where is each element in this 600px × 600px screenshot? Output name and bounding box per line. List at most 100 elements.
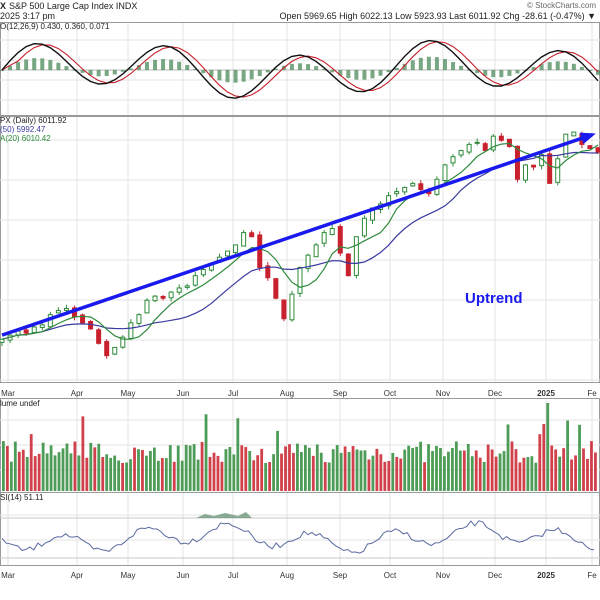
- candle-body: [329, 227, 335, 236]
- macd-histogram-bar: [306, 64, 311, 70]
- volume-bar: [252, 460, 256, 491]
- candle-body: [241, 232, 247, 247]
- volume-bar: [101, 457, 105, 491]
- x-tick-label: Nov: [436, 571, 450, 580]
- volume-bar: [133, 447, 136, 491]
- volume-bar: [470, 456, 474, 491]
- macd-histogram-bar: [104, 70, 109, 77]
- x-tick-label: May: [120, 389, 135, 398]
- volume-bar: [518, 462, 522, 491]
- volume-bar: [447, 451, 450, 491]
- volume-bar: [216, 455, 220, 491]
- volume-bar: [145, 455, 148, 491]
- macd-histogram-bar: [249, 70, 254, 80]
- volume-bar: [260, 448, 264, 491]
- volume-bar: [359, 450, 363, 491]
- volume-bar: [303, 445, 307, 491]
- volume-bar: [21, 449, 25, 491]
- candle-body: [555, 158, 561, 183]
- volume-bar: [69, 453, 73, 491]
- macd-histogram-bar: [394, 67, 399, 70]
- macd-histogram-bar: [354, 70, 359, 80]
- volume-bar: [13, 441, 17, 491]
- candle-body: [112, 346, 118, 355]
- volume-bar: [462, 450, 466, 491]
- rsi-overbought-area: [196, 512, 252, 518]
- volume-bar: [391, 452, 395, 491]
- uptrend-line: [1, 133, 593, 337]
- candle-body: [281, 299, 287, 320]
- candle-body: [523, 164, 529, 181]
- volume-bar: [176, 445, 180, 491]
- volume-bar: [141, 449, 144, 491]
- index-name: S&P 500 Large Cap Index INDX: [9, 1, 138, 11]
- candle-body: [128, 322, 134, 339]
- volume-bar: [395, 456, 399, 491]
- ma50-label: (50) 5992.47: [0, 125, 46, 134]
- volume-bar: [45, 453, 49, 491]
- candle-body: [361, 217, 367, 237]
- macd-histogram-bar: [426, 56, 431, 70]
- volume-bar: [323, 462, 327, 491]
- macd-histogram-bar: [193, 68, 198, 70]
- candle-body: [152, 295, 158, 302]
- volume-bar: [578, 424, 581, 491]
- x-tick-label: Jul: [228, 571, 238, 580]
- volume-bar: [137, 449, 140, 491]
- volume-bar: [347, 452, 351, 491]
- macd-histogram-bar: [402, 63, 407, 70]
- candle-body: [450, 156, 456, 164]
- candle-body: [192, 275, 198, 286]
- volume-bar: [423, 462, 426, 491]
- x-tick-label: Jul: [228, 389, 238, 398]
- macd-histogram-bar: [362, 70, 367, 80]
- macd-histogram-bar: [225, 70, 230, 83]
- timestamp: 2025 3:17 pm: [0, 11, 56, 21]
- candle-body: [458, 150, 464, 156]
- volume-bar: [228, 446, 232, 491]
- candle-body: [321, 232, 327, 244]
- x-tick-label: 2025: [537, 571, 555, 580]
- volume-bar: [478, 457, 482, 491]
- volume-bar: [109, 457, 113, 491]
- candle-body: [104, 341, 110, 357]
- volume-bar: [494, 456, 498, 491]
- volume-bar: [343, 446, 347, 491]
- volume-bar: [296, 443, 299, 491]
- volume-bar: [105, 454, 109, 491]
- volume-bar: [244, 447, 248, 491]
- volume-bar: [125, 462, 128, 491]
- volume-bar: [514, 449, 518, 491]
- macd-signal-line: [1, 41, 599, 98]
- candle-body: [313, 244, 319, 258]
- macd-histogram-bar: [596, 70, 600, 75]
- volume-bar: [530, 456, 534, 491]
- volume-bar: [363, 450, 367, 491]
- uptrend-arrowhead: [579, 132, 596, 144]
- macd-histogram-bar: [410, 60, 415, 70]
- volume-bar: [81, 416, 85, 491]
- volume-bar: [570, 459, 573, 491]
- macd-histogram-bar: [153, 59, 158, 70]
- candle-body: [200, 269, 206, 276]
- macd-histogram-bar: [507, 70, 512, 76]
- candle-body: [120, 336, 126, 348]
- volume-bar: [276, 430, 279, 491]
- macd-histogram-bar: [233, 70, 238, 83]
- macd-histogram-bar: [40, 58, 45, 70]
- volume-bar: [331, 449, 335, 491]
- candle-body: [233, 244, 239, 253]
- candle-body: [289, 293, 295, 321]
- macd-histogram-bar: [56, 62, 61, 70]
- macd-histogram-bar: [64, 66, 69, 70]
- macd-histogram-bar: [555, 61, 560, 70]
- macd-histogram-bar: [491, 70, 496, 78]
- volume-bar: [510, 441, 514, 491]
- volume-bar: [458, 450, 462, 491]
- volume-bar: [168, 445, 172, 491]
- macd-histogram-bar: [338, 70, 343, 76]
- volume-bar: [25, 457, 29, 491]
- macd-histogram-bar: [80, 70, 85, 73]
- candle-body: [571, 131, 577, 137]
- candle-body: [31, 326, 37, 334]
